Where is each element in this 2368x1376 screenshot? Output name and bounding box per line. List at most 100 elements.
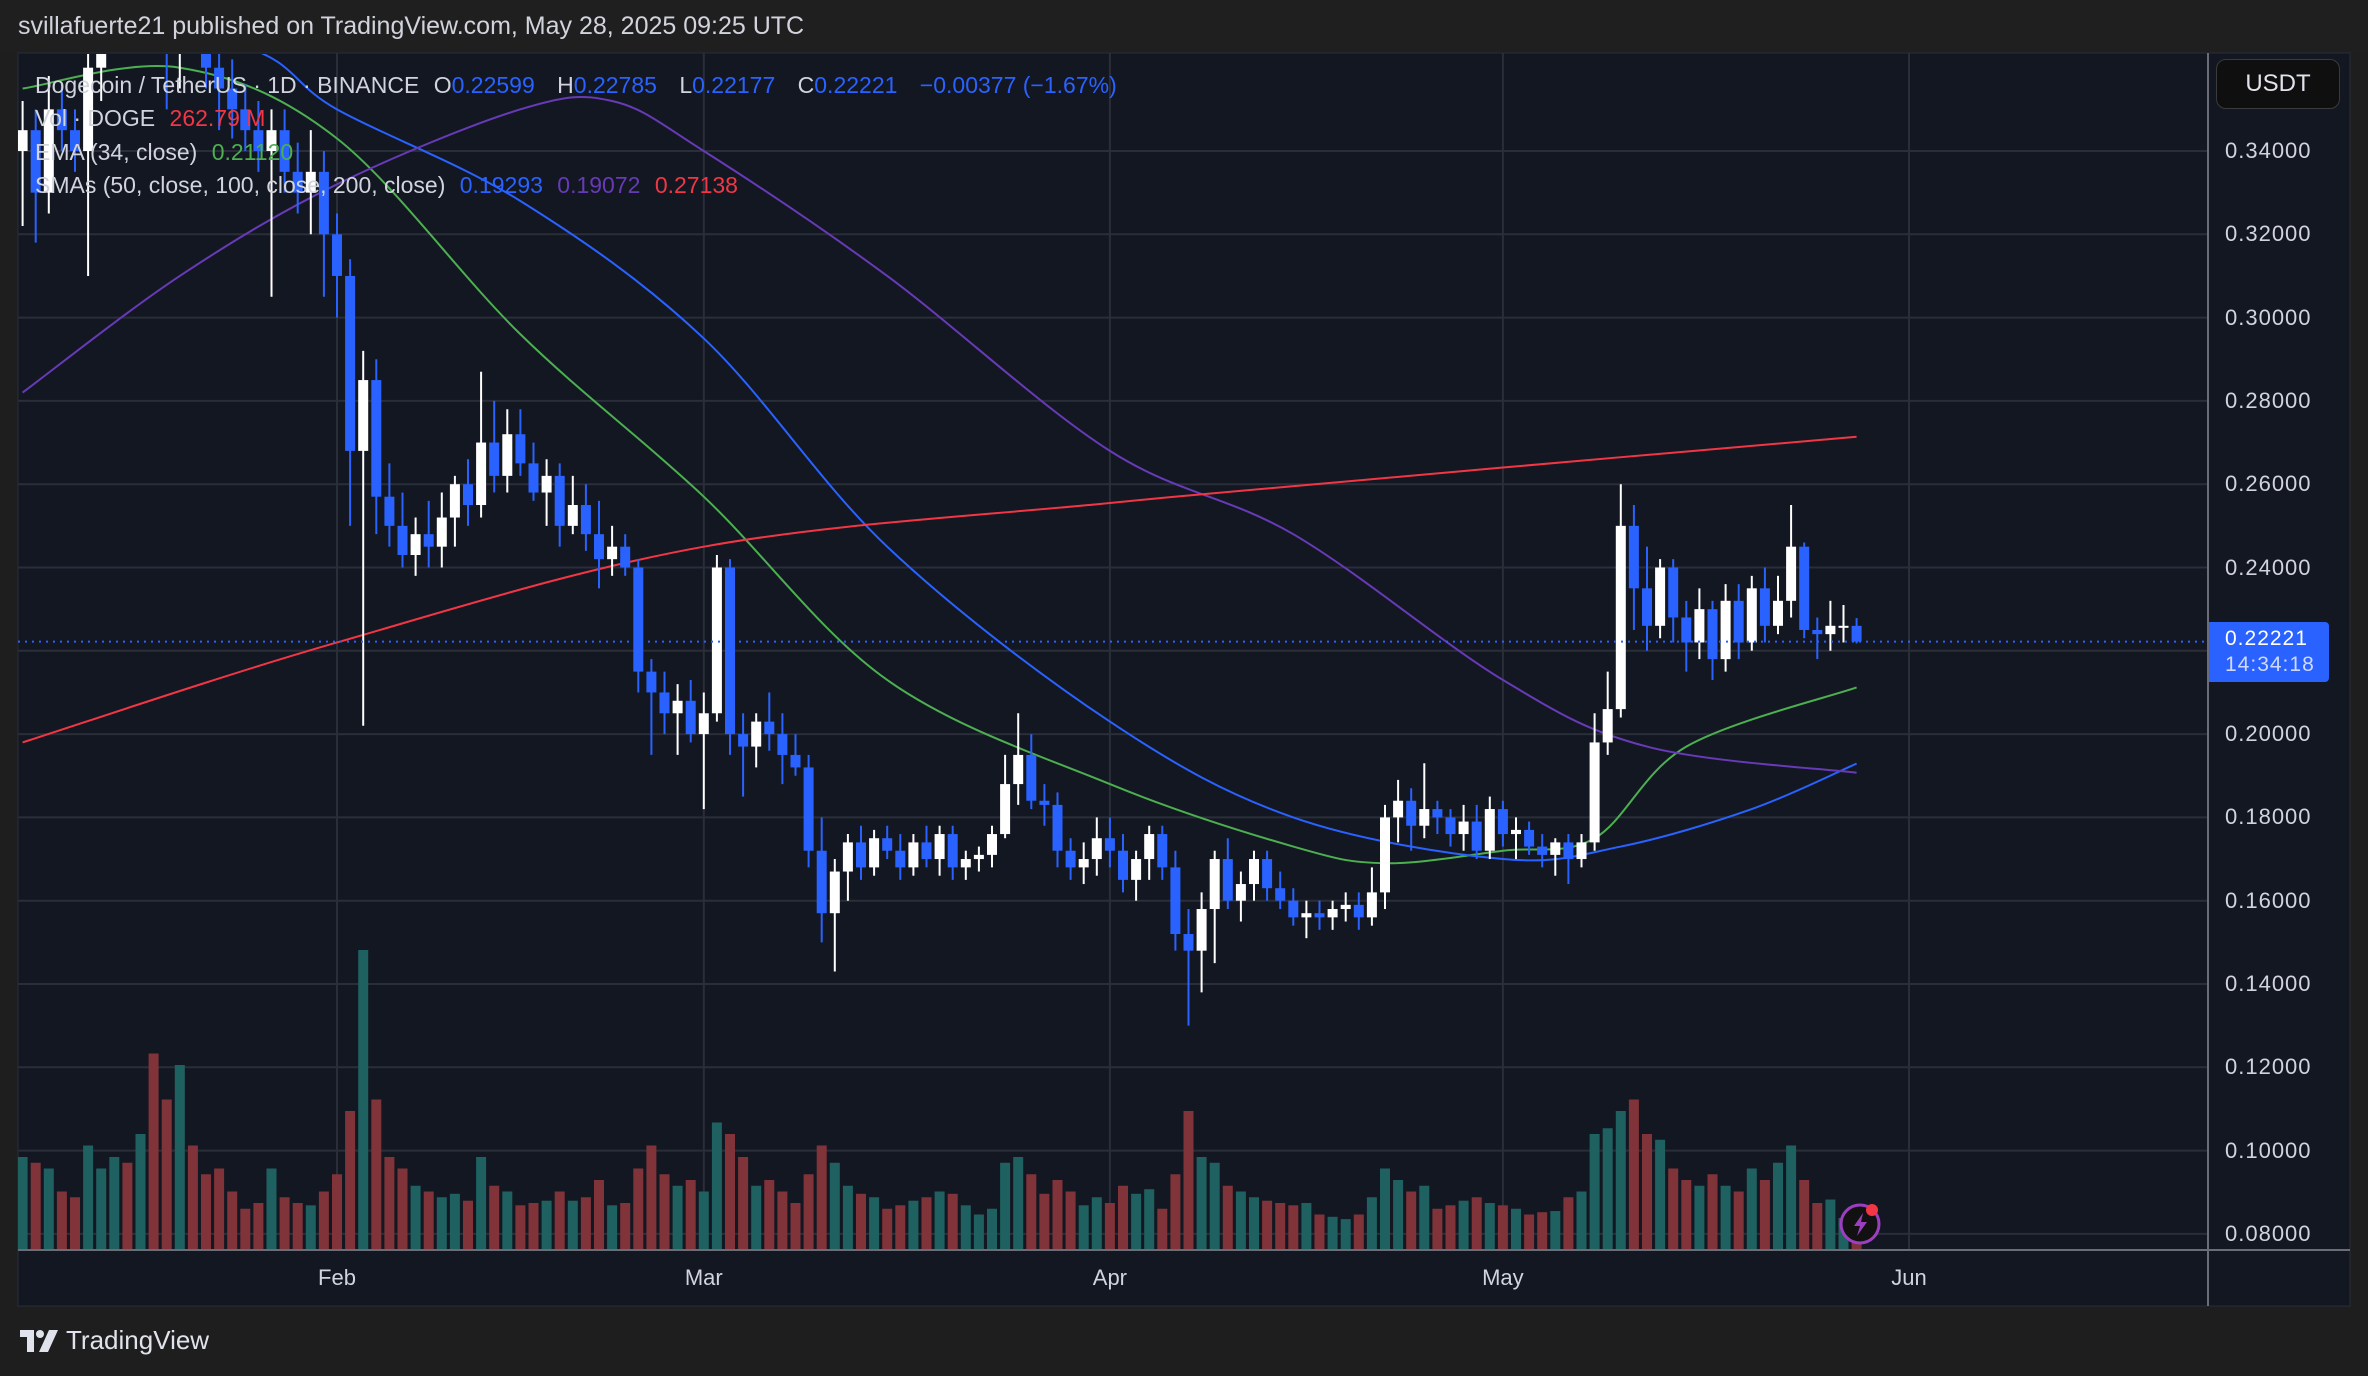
volume-bar: [1235, 1191, 1246, 1249]
volume-bar: [1497, 1205, 1508, 1249]
lightning-icon[interactable]: [1839, 1203, 1881, 1245]
volume-bar: [1484, 1203, 1495, 1249]
volume-bar: [1301, 1203, 1312, 1249]
candle-body: [1393, 800, 1404, 818]
top-bar: svillafuerte21 published on TradingView.…: [0, 0, 2368, 53]
candle-body: [921, 842, 932, 860]
volume-bar: [318, 1191, 329, 1249]
candle-body: [1078, 859, 1089, 868]
volume-bar: [410, 1185, 421, 1249]
volume-bar: [1131, 1193, 1142, 1249]
candle-body: [214, 67, 225, 89]
candle-body: [1183, 934, 1194, 951]
candle-body: [253, 130, 264, 151]
candle-body: [305, 171, 316, 193]
volume-bar: [1707, 1174, 1718, 1249]
high-label: H: [557, 72, 574, 98]
currency-button[interactable]: USDT: [2216, 59, 2340, 109]
candle-body: [358, 380, 369, 451]
volume-bar: [266, 1168, 277, 1249]
ema-label[interactable]: EMA (34, close): [35, 139, 198, 165]
sma-label[interactable]: SMAs (50, close, 100, close, 200, close): [35, 172, 446, 198]
volume-bar: [1222, 1185, 1233, 1249]
volume-bar: [960, 1205, 971, 1249]
legend-symbol-row: Dogecoin / TetherUS · 1D · BINANCE O0.22…: [35, 72, 1125, 99]
candle-body: [515, 434, 526, 464]
volume-bar: [1000, 1162, 1011, 1249]
volume-bar: [1353, 1214, 1364, 1249]
candle-body: [371, 380, 382, 497]
volume-bar: [1419, 1185, 1430, 1249]
volume-bar: [502, 1191, 513, 1249]
volume-bar: [620, 1203, 631, 1249]
volume-bar: [751, 1185, 762, 1249]
candle-body: [869, 838, 880, 868]
candle-body: [502, 434, 513, 476]
volume-bar: [947, 1193, 958, 1249]
volume-bar: [358, 950, 369, 1249]
volume-bar: [96, 1168, 107, 1249]
candle-body: [1524, 829, 1535, 847]
candle-body: [463, 484, 473, 506]
volume-bar: [1589, 1134, 1600, 1249]
volume-bar: [829, 1162, 840, 1249]
candle-body: [829, 871, 840, 914]
volume-bar: [1720, 1185, 1731, 1249]
volume-bar: [148, 1053, 159, 1249]
price-tick-label: 0.18000: [2225, 804, 2312, 830]
candle-body: [1773, 600, 1783, 626]
volume-bar: [174, 1065, 185, 1249]
volume-bar: [1681, 1180, 1692, 1249]
candle-body: [1759, 588, 1770, 626]
sma200-value: 0.27138: [654, 172, 738, 198]
high-value: 0.22785: [573, 72, 657, 98]
volume-bar: [489, 1185, 500, 1249]
candle-body: [43, 109, 54, 193]
volume-bar: [476, 1157, 487, 1249]
volume-bar: [1812, 1203, 1823, 1249]
volume-bar: [161, 1099, 172, 1249]
volume-bar: [1524, 1214, 1535, 1249]
low-label: L: [679, 72, 693, 98]
time-tick-label: Jun: [1891, 1265, 1927, 1290]
candle-body: [1157, 834, 1168, 868]
volume-bar: [1314, 1214, 1325, 1249]
candle-body: [738, 734, 749, 747]
volume-bar: [43, 1168, 54, 1249]
candle-body: [1655, 567, 1666, 626]
symbol-name[interactable]: Dogecoin / TetherUS · 1D · BINANCE: [35, 72, 420, 98]
volume-bar: [1773, 1162, 1783, 1249]
volume-bar: [227, 1191, 238, 1249]
volume-bar: [790, 1203, 801, 1249]
brand-name: TradingView: [66, 1325, 210, 1355]
candle-body: [672, 700, 683, 714]
change-value: −0.00377 (−1.67%): [919, 72, 1117, 98]
candle-body: [83, 67, 94, 151]
volume-bar: [1157, 1208, 1168, 1249]
candle-body: [1091, 838, 1102, 860]
candle-body: [973, 854, 984, 860]
candle-body: [1301, 913, 1312, 918]
tradingview-logo-icon: [20, 1329, 58, 1352]
volume-label[interactable]: Vol · DOGE: [35, 105, 156, 131]
candle-body: [1484, 809, 1495, 851]
volume-bar: [384, 1157, 395, 1249]
volume-bar: [1327, 1216, 1338, 1249]
candle-body: [1288, 900, 1299, 918]
candle-body: [1589, 742, 1600, 843]
candle-body: [882, 838, 893, 851]
price-tick-label: 0.12000: [2225, 1054, 2312, 1080]
volume-bar: [1458, 1200, 1469, 1249]
tradingview-brand[interactable]: TradingView: [20, 1325, 209, 1356]
time-tick-label: Mar: [684, 1265, 723, 1290]
volume-bar: [987, 1208, 997, 1249]
candle-body: [175, 0, 185, 26]
legend-ema-row: EMA (34, close) 0.21120: [35, 139, 301, 166]
volume-bar: [253, 1203, 264, 1249]
candle-body: [436, 517, 447, 547]
candle-body: [1537, 846, 1548, 855]
candle-body: [489, 442, 500, 476]
candle-body: [842, 842, 853, 872]
time-tick-label: Apr: [1092, 1265, 1128, 1290]
